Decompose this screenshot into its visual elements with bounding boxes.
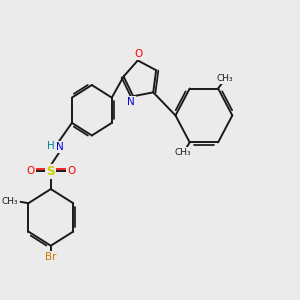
Text: O: O: [67, 166, 75, 176]
Text: O: O: [134, 49, 142, 59]
Text: CH₃: CH₃: [174, 148, 191, 157]
Text: O: O: [26, 166, 34, 176]
Text: S: S: [46, 165, 55, 178]
Text: H: H: [47, 141, 55, 151]
Text: CH₃: CH₃: [217, 74, 233, 82]
Text: N: N: [56, 142, 64, 152]
Text: Br: Br: [45, 253, 57, 262]
Text: N: N: [127, 97, 134, 107]
Text: CH₃: CH₃: [2, 197, 18, 206]
